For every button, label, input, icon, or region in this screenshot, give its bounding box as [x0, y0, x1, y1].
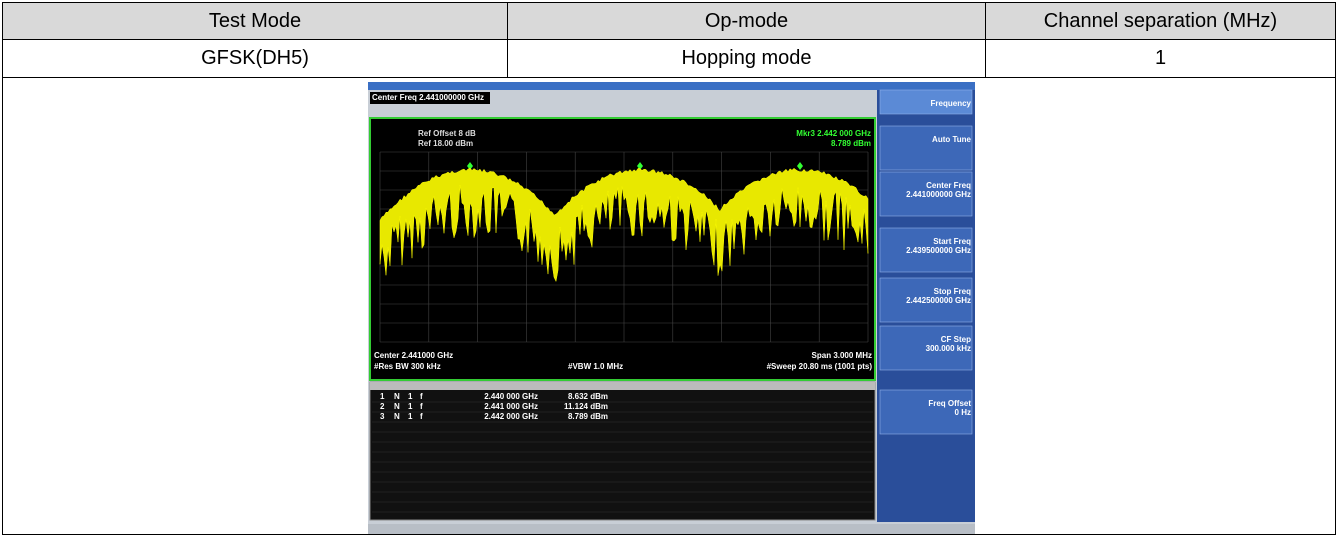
- marker-cell: 8.632 dBm: [568, 392, 608, 401]
- marker-header: [370, 382, 875, 390]
- softkey-label: Freq Offset: [928, 399, 971, 408]
- table-cell: 1: [985, 39, 1336, 78]
- analyzer-screenshot: Center Freq 2.441000000 GHz Ref Offset 8…: [368, 82, 975, 534]
- header-cell: Test Mode: [2, 2, 508, 40]
- softkey-value: 300.000 kHz: [926, 344, 971, 353]
- marker-cell: N: [394, 402, 400, 411]
- marker-cell: 2.442 000 GHz: [484, 412, 538, 421]
- ref-level: Ref 18.00 dBm: [418, 139, 473, 148]
- marker-cell: 1: [408, 402, 413, 411]
- marker-cell: 1: [408, 392, 413, 401]
- header-cell: Channel separation (MHz): [985, 2, 1336, 40]
- marker-cell: 1: [380, 392, 385, 401]
- softkey: [880, 126, 972, 170]
- center: Center 2.441000 GHz: [374, 351, 453, 360]
- softkey-value: 2.439500000 GHz: [906, 246, 971, 255]
- marker-cell: N: [394, 392, 400, 401]
- marker-cell: f: [420, 412, 423, 421]
- ref-offset: Ref Offset 8 dB: [418, 129, 476, 138]
- table-cell: Hopping mode: [507, 39, 986, 78]
- marker-cell: 2: [380, 402, 385, 411]
- softkey-label: Center Freq: [926, 181, 971, 190]
- graph-area: [370, 118, 875, 380]
- softkey-value: 2.441000000 GHz: [906, 190, 971, 199]
- rbw: #Res BW 300 kHz: [374, 362, 441, 371]
- softkey-value: 2.442500000 GHz: [906, 296, 971, 305]
- vbw: #VBW 1.0 MHz: [568, 362, 623, 371]
- marker-table: [370, 382, 875, 520]
- softkey-value: 0 Hz: [955, 408, 971, 417]
- marker-cell: 8.789 dBm: [568, 412, 608, 421]
- softkey-label: Frequency: [931, 99, 972, 108]
- table-cell: GFSK(DH5): [2, 39, 508, 78]
- title-bar: [368, 82, 975, 90]
- marker-freq: Mkr3 2.442 000 GHz: [796, 129, 871, 138]
- page: Test Mode Op-mode Channel separation (MH…: [0, 0, 1338, 536]
- softkey-label: Stop Freq: [934, 287, 971, 296]
- center-freq: Center Freq 2.441000000 GHz: [372, 93, 484, 102]
- marker-cell: N: [394, 412, 400, 421]
- softkey-label: CF Step: [941, 335, 971, 344]
- marker-cell: 3: [380, 412, 385, 421]
- status-bar: [368, 524, 975, 534]
- marker-cell: 11.124 dBm: [564, 402, 608, 411]
- span: Span 3.000 MHz: [812, 351, 872, 360]
- softkey-label: Auto Tune: [932, 135, 972, 144]
- marker-cell: 2.440 000 GHz: [484, 392, 538, 401]
- marker-cell: f: [420, 392, 423, 401]
- marker-cell: 1: [408, 412, 413, 421]
- sweep: #Sweep 20.80 ms (1001 pts): [767, 362, 873, 371]
- marker-level: 8.789 dBm: [831, 139, 871, 148]
- marker-cell: 2.441 000 GHz: [484, 402, 538, 411]
- softkey-label: Start Freq: [933, 237, 971, 246]
- marker-cell: f: [420, 402, 423, 411]
- header-cell: Op-mode: [507, 2, 986, 40]
